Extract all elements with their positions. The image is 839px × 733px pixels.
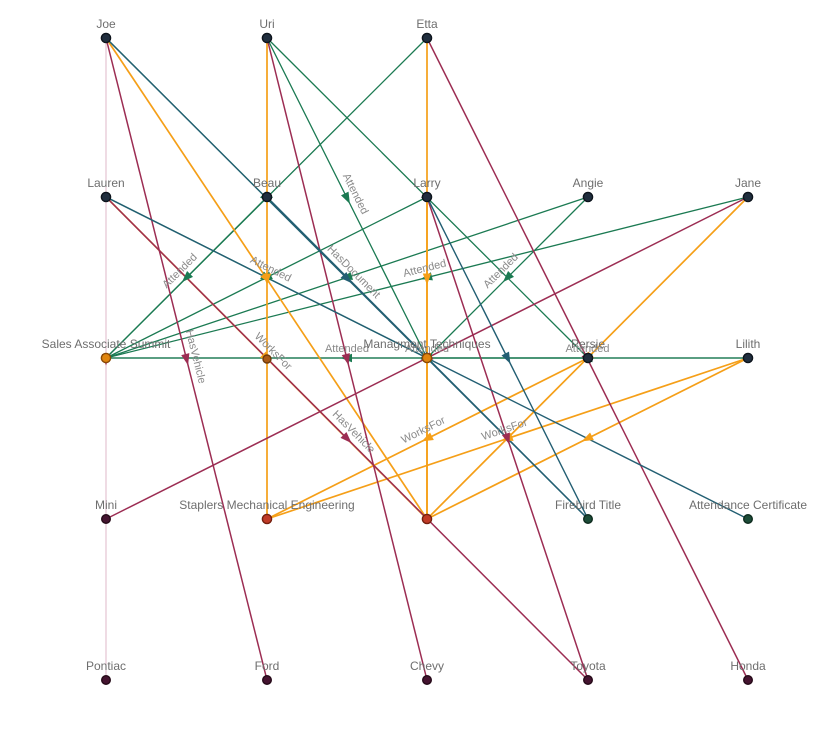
node-lilith[interactable]	[742, 352, 754, 364]
edge-label-edge-worksfor-persie-staplers: WorksFor	[400, 414, 448, 446]
node-label-joe: Joe	[96, 17, 116, 31]
node-label-firebird-title: Firebird Title	[555, 498, 621, 512]
node-sales-associate-summit[interactable]	[100, 352, 112, 364]
arrowhead-icon-edge-hasvehicle-larry-toyota	[501, 432, 510, 445]
node-joe[interactable]	[100, 32, 112, 44]
edge-label-edge-attended-lilith-sas: Attended	[405, 343, 449, 355]
node-uri[interactable]	[261, 32, 273, 44]
node-label-uri: Uri	[259, 17, 274, 31]
node-etta[interactable]	[421, 32, 433, 44]
nodes-layer	[100, 32, 754, 686]
edge-label-edge-attended-persie-sas: Attended	[325, 343, 369, 355]
arrowhead-icon-edge-hasvehicle-uri-chevy	[341, 353, 350, 366]
node-label-staplers-mechanical-engineering: Staplers Mechanical Engineering	[179, 498, 354, 512]
arrowhead-icon-edge-attended-angie-mt	[502, 270, 515, 283]
node-larry[interactable]	[421, 191, 433, 203]
arrowhead-icon-edge-hasvehicle-lauren-toyota	[340, 431, 352, 444]
node-label-toyota: Toyota	[570, 659, 606, 673]
node-company-company2[interactable]	[421, 513, 433, 525]
node-label-attendance-certificate: Attendance Certificate	[689, 498, 807, 512]
node-label-lauren: Lauren	[87, 176, 124, 190]
node-persie[interactable]	[582, 352, 594, 364]
edge-label-edge-worksfor-lauren-company2: WorksFor	[252, 331, 294, 373]
arrowhead-icon-edge-hasvehicle-joe-ford	[181, 353, 190, 366]
node-firebird-title[interactable]	[583, 514, 594, 525]
node-label-sales-associate-summit: Sales Associate Summit	[42, 337, 171, 351]
node-label-larry: Larry	[413, 176, 440, 190]
node-label-chevy: Chevy	[410, 659, 444, 673]
arrowhead-icon-edge-attended-beau-sas	[181, 270, 194, 283]
node-attendance-certificate[interactable]	[743, 514, 754, 525]
node-honda[interactable]	[743, 675, 754, 686]
node-ford[interactable]	[262, 675, 273, 686]
node-label-ford: Ford	[255, 659, 280, 673]
node-jane[interactable]	[742, 191, 754, 203]
node-label-persie: Persie	[571, 337, 605, 351]
node-label-beau: Beau	[253, 176, 281, 190]
node-label-angie: Angie	[573, 176, 604, 190]
arrowhead-icon-edge-hasdocument-joe-firebird	[340, 271, 352, 284]
node-pontiac[interactable]	[100, 675, 111, 686]
arrowhead-icon-edge-worksfor-persie-staplers	[421, 432, 434, 442]
node-mini[interactable]	[100, 514, 111, 525]
node-beau[interactable]	[261, 191, 273, 203]
edge-label-edge-attended-lilith-mt: Attended	[565, 343, 609, 355]
node-toyota[interactable]	[583, 675, 594, 686]
node-junction-dot[interactable]	[262, 354, 272, 364]
node-label-lilith: Lilith	[736, 337, 761, 351]
arrowhead-icon-edge-worksfor-joe-company2	[260, 272, 271, 284]
node-label-pontiac: Pontiac	[86, 659, 126, 673]
node-managment-techniques[interactable]	[421, 352, 433, 364]
node-labels-layer: Joe Uri Etta Lauren Beau Larry Angie Jane Sales …	[42, 17, 808, 673]
node-staplers-mechanical-engineering[interactable]	[261, 513, 273, 525]
node-label-etta: Etta	[416, 17, 438, 31]
arrowhead-icon-edge-hasdocument-larry-firebird	[501, 351, 511, 364]
node-label-honda: Honda	[730, 659, 766, 673]
node-label-managment-techniques: Managment Techniques	[363, 337, 490, 351]
node-label-mini: Mini	[95, 498, 117, 512]
node-label-jane: Jane	[735, 176, 761, 190]
node-lauren[interactable]	[100, 191, 112, 203]
node-angie[interactable]	[582, 191, 594, 203]
node-chevy[interactable]	[422, 675, 433, 686]
arrowhead-icon-edge-worksfor-etta-company2	[422, 273, 432, 285]
arrowhead-icon-edge-attended-uri-mt	[341, 191, 350, 204]
arrowhead-icon-edge-worksfor-lilith-company2	[581, 432, 594, 442]
